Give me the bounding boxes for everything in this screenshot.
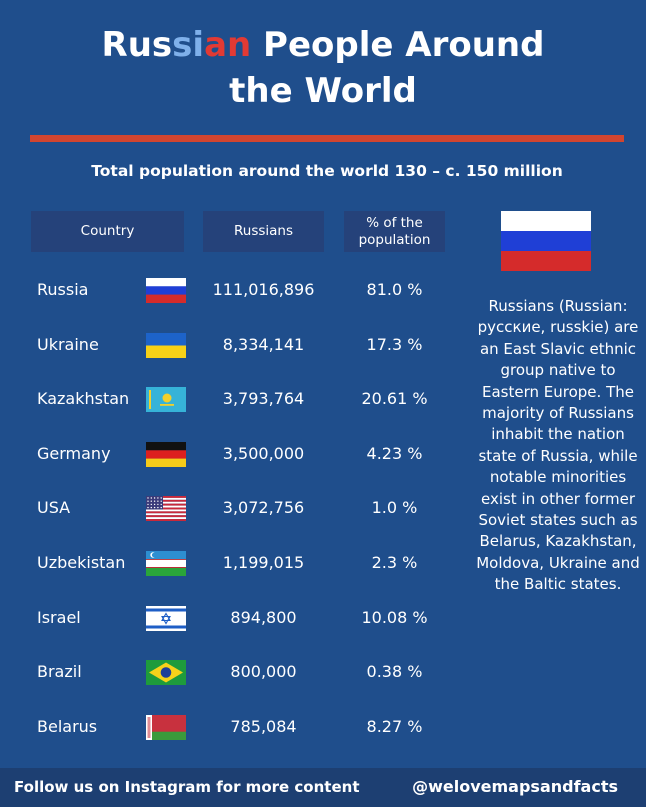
country-name: Israel (37, 607, 81, 627)
russians-count: 785,084 (230, 716, 297, 736)
russia-flag-icon (146, 278, 186, 303)
population-percent: 10.08 % (361, 607, 428, 627)
table-row: Russia 111,016,896 81.0 % (0, 275, 470, 305)
population-percent: 1.0 % (371, 498, 418, 518)
russians-count: 3,500,000 (222, 443, 305, 463)
russians-count: 8,334,141 (222, 334, 305, 354)
header-country: Country (31, 211, 184, 252)
table-row: Uzbekistan 1,199,015 2.3 % (0, 548, 470, 578)
population-percent: 0.38 % (366, 662, 423, 682)
ukraine-flag-icon (146, 332, 186, 358)
population-percent: 17.3 % (366, 334, 423, 354)
population-percent: 4.23 % (366, 443, 423, 463)
country-name: Brazil (37, 662, 82, 682)
title-divider (30, 135, 624, 142)
country-name: Uzbekistan (37, 553, 126, 572)
subtitle: Total population around the world 130 – … (91, 162, 563, 180)
belarus-flag-icon (146, 714, 186, 740)
population-percent: 20.61 % (361, 389, 428, 409)
page-title: Russian People Around the World (0, 22, 646, 114)
footer-instagram-prompt: Follow us on Instagram for more content (14, 778, 360, 796)
russians-count: 894,800 (230, 607, 297, 627)
table-row: Germany 3,500,000 4.23 % (0, 439, 470, 469)
country-name: USA (37, 498, 71, 518)
population-percent: 81.0 % (366, 280, 423, 299)
usa-flag-icon (146, 496, 186, 522)
russians-count: 1,199,015 (222, 553, 305, 572)
description-text: Russians (Russian: русские, russkie) are… (476, 297, 640, 594)
russians-count: 3,072,756 (222, 498, 305, 518)
russians-count: 800,000 (230, 662, 297, 682)
country-name: Germany (37, 443, 111, 463)
table-row: Kazakhstan 3,793,764 20.61 % (0, 384, 470, 414)
country-name: Ukraine (37, 334, 99, 354)
table-row: Brazil 800,000 0.38 % (0, 657, 470, 687)
header-russians: Russians (203, 211, 324, 252)
brazil-flag-icon (146, 660, 186, 686)
population-percent: 2.3 % (371, 553, 418, 572)
israel-flag-icon (146, 605, 186, 631)
table-row: Israel 894,800 10.08 % (0, 603, 470, 633)
germany-flag-icon (146, 441, 186, 467)
table-row: USA 3,072,756 1.0 % (0, 493, 470, 523)
russia-large-flag-icon (501, 211, 591, 271)
uzbekistan-flag-icon (146, 551, 186, 576)
footer: Follow us on Instagram for more content … (0, 768, 646, 807)
title-line-2: the World (229, 71, 417, 111)
country-name: Kazakhstan (37, 389, 130, 409)
population-percent: 8.27 % (366, 716, 423, 736)
table-row: Belarus 785,084 8.27 % (0, 712, 470, 742)
country-name: Russia (37, 280, 89, 299)
footer-handle: @welovemapsandfacts (412, 777, 618, 796)
russians-count: 111,016,896 (212, 280, 315, 299)
kazakhstan-flag-icon (146, 387, 186, 413)
title-line-1: Russian People Around (101, 25, 545, 65)
russians-count: 3,793,764 (222, 389, 305, 409)
table-row: Ukraine 8,334,141 17.3 % (0, 330, 470, 360)
header-percent: % of the population (344, 211, 445, 252)
country-name: Belarus (37, 716, 98, 736)
